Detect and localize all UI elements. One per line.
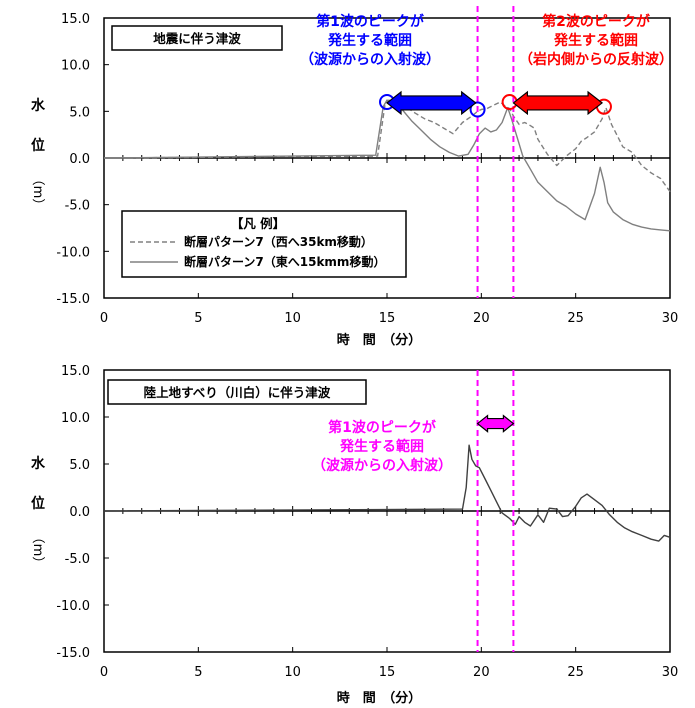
legend-box [121,210,407,278]
x-tick-label: 25 [567,665,584,680]
chart-title: 地震に伴う津波 [153,31,241,46]
peak-marker [469,101,486,118]
y-axis-label-unit: （m） [30,531,45,570]
x-tick-label: 0 [100,665,108,680]
annotation-text: （岩内側からの反射波） [519,51,673,68]
y-tick-label: -5.0 [65,552,90,567]
x-tick-label: 30 [662,665,679,680]
legend-entry: 断層パターン7（西へ35km移動） [184,234,373,249]
y-tick-label: 10.0 [61,59,90,74]
x-tick-label: 25 [567,311,584,326]
y-tick-label: -5.0 [65,199,90,214]
x-tick-label: 20 [473,665,490,680]
chart-title-box [107,379,367,405]
x-tick-label: 15 [379,311,396,326]
y-axis-label-unit: （m） [30,173,45,212]
range-arrow [476,414,515,433]
y-tick-label: -10.0 [56,245,90,260]
y-axis-label-char: 水 [31,455,46,472]
annotation-text: 第1波のピークが [316,13,425,30]
chart-panel-1: 15.0 10.0 5.0 0.0 -5.0 -10.0 -15.0 0 5 10 15 20 25 30… [30,6,678,348]
annotation-text: 発生する範囲 [327,32,412,49]
y-axis-label-char: 水 [31,97,46,114]
y-tick-label: 5.0 [69,105,90,120]
x-tick-label: 20 [473,311,490,326]
legend-entry: 断層パターン7（東へ15kmm移動） [184,254,385,269]
x-tick-label: 5 [194,665,202,680]
range-arrow [512,90,604,116]
y-tick-label: 15.0 [61,12,90,27]
y-tick-label: 0.0 [69,505,90,520]
legend-title: 【凡 例】 [231,216,285,231]
series-line-1 [103,444,671,542]
y-tick-label: -10.0 [56,599,90,614]
x-tick-label: 0 [100,311,108,326]
y-axis-label-char: 位 [31,495,45,512]
annotation-text: （波源からの入射波） [312,457,452,474]
x-tick-label: 15 [379,665,396,680]
y-tick-label: -15.0 [56,646,90,661]
range-arrow [386,90,477,116]
y-tick-label: 5.0 [69,458,90,473]
x-tick-label: 30 [662,311,679,326]
chart-panel-2: 15.0 10.0 5.0 0.0 -5.0 -10.0 -15.0 0 5 10 15 20 25 30… [30,364,678,706]
y-tick-label: 0.0 [69,152,90,167]
y-tick-label: 15.0 [61,364,90,379]
annotation-text: 発生する範囲 [339,438,424,455]
annotation-text: 第2波のピークが [542,13,651,30]
x-axis-label: 時 間 （分） [337,690,422,706]
series-line-1 [103,99,671,193]
annotation-text: 発生する範囲 [553,32,638,49]
y-tick-label: -15.0 [56,292,90,307]
x-tick-label: 10 [284,311,301,326]
x-axis-label: 時 間 （分） [337,332,422,348]
series-line-2 [103,99,671,232]
y-tick-label: 10.0 [61,411,90,426]
chart-title: 陸上地すべり（川白）に伴う津波 [144,385,331,400]
annotation-text: 第1波のピークが [328,419,437,436]
annotation-text: （波源からの入射波） [300,51,440,68]
x-tick-label: 5 [194,311,202,326]
y-axis-label-char: 位 [31,137,45,154]
x-tick-label: 10 [284,665,301,680]
chart-title-box [111,25,283,51]
